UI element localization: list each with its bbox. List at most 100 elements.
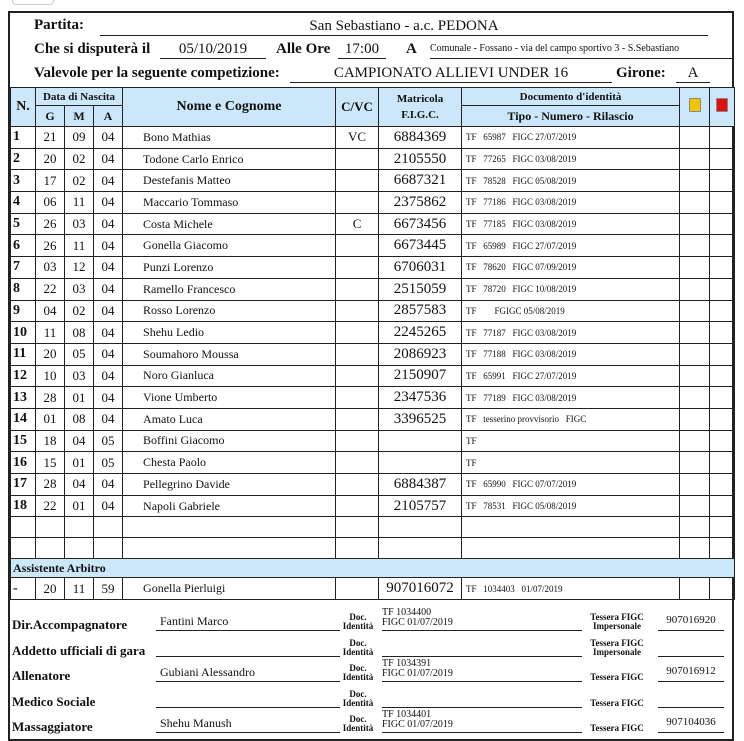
birth-day[interactable]: 11 bbox=[35, 321, 65, 344]
red-card-cell[interactable] bbox=[709, 364, 736, 388]
captain-cell[interactable] bbox=[335, 429, 380, 453]
red-card-cell[interactable] bbox=[709, 386, 736, 409]
player-name[interactable]: Soumahoro Moussa bbox=[122, 342, 337, 366]
red-card-cell[interactable] bbox=[709, 147, 736, 171]
partita-field[interactable]: San Sebastiano - a.c. PEDONA bbox=[100, 17, 708, 36]
yellow-card-cell[interactable] bbox=[679, 256, 711, 279]
matricola[interactable]: 2515059 bbox=[378, 277, 463, 301]
red-card-cell[interactable] bbox=[709, 321, 736, 344]
player-name[interactable]: Bono Mathias bbox=[122, 126, 337, 149]
player-name[interactable]: Napoli Gabriele bbox=[122, 494, 337, 518]
document[interactable]: TF 78620 FIGC 07/09/2019 bbox=[461, 256, 681, 279]
matricola[interactable]: 6884387 bbox=[378, 473, 463, 496]
birth-year[interactable]: 04 bbox=[92, 386, 124, 409]
document[interactable]: TF tesserino provvisorio FIGC bbox=[461, 407, 681, 431]
empty-cell[interactable] bbox=[378, 537, 463, 560]
captain-cell[interactable] bbox=[335, 386, 380, 409]
tessera-field[interactable] bbox=[658, 691, 724, 708]
matricola[interactable]: 2375862 bbox=[378, 191, 463, 214]
birth-month[interactable]: 01 bbox=[64, 451, 94, 474]
empty-cell[interactable] bbox=[122, 516, 337, 539]
empty-cell[interactable] bbox=[64, 516, 94, 539]
player-name[interactable]: Amato Luca bbox=[122, 407, 337, 431]
birth-year[interactable]: 05 bbox=[92, 451, 124, 474]
tessera-field[interactable] bbox=[658, 640, 724, 657]
captain-cell[interactable]: VC bbox=[335, 126, 380, 149]
document[interactable]: TF 1034403 01/07/2019 bbox=[461, 577, 681, 601]
document[interactable]: TF 77265 FIGC 03/08/2019 bbox=[461, 147, 681, 171]
matricola[interactable]: 2245265 bbox=[378, 321, 463, 344]
birth-year[interactable]: 04 bbox=[92, 191, 124, 214]
captain-cell[interactable] bbox=[335, 299, 380, 323]
matricola[interactable]: 2105550 bbox=[378, 147, 463, 171]
staff-name-field[interactable]: Shehu Manush bbox=[156, 716, 340, 733]
empty-cell[interactable] bbox=[35, 537, 65, 560]
birth-month[interactable]: 05 bbox=[64, 342, 94, 366]
birth-day[interactable]: 21 bbox=[35, 126, 65, 149]
document[interactable]: TF bbox=[461, 429, 681, 453]
yellow-card-cell[interactable] bbox=[679, 191, 711, 214]
red-card-cell[interactable] bbox=[709, 169, 736, 193]
ore-field[interactable]: 17:00 bbox=[338, 40, 386, 59]
birth-day[interactable]: 17 bbox=[35, 169, 65, 193]
birth-day[interactable]: 22 bbox=[35, 277, 65, 301]
yellow-card-cell[interactable] bbox=[679, 473, 711, 496]
birth-day[interactable]: 10 bbox=[35, 364, 65, 388]
document[interactable]: TF 78531 FIGC 05/08/2019 bbox=[461, 494, 681, 518]
yellow-card-cell[interactable] bbox=[679, 429, 711, 453]
staff-doc-field[interactable]: TF 1034400 FIGC 01/07/2019 bbox=[382, 608, 582, 631]
document[interactable]: TF 78720 FIGC 10/08/2019 bbox=[461, 277, 681, 301]
empty-cell[interactable] bbox=[335, 516, 380, 539]
yellow-card-cell[interactable] bbox=[679, 234, 711, 258]
player-name[interactable]: Destefanis Matteo bbox=[122, 169, 337, 193]
captain-cell[interactable] bbox=[335, 321, 380, 344]
birth-month[interactable]: 11 bbox=[64, 234, 94, 258]
yellow-card-cell[interactable] bbox=[679, 126, 711, 149]
matricola[interactable]: 6884369 bbox=[378, 126, 463, 149]
captain-cell[interactable] bbox=[335, 342, 380, 366]
birth-day[interactable]: 18 bbox=[35, 429, 65, 453]
matricola[interactable] bbox=[378, 451, 463, 474]
player-name[interactable]: Vione Umberto bbox=[122, 386, 337, 409]
birth-year[interactable]: 04 bbox=[92, 147, 124, 171]
staff-doc-field[interactable]: TF 1034391 FIGC 01/07/2019 bbox=[382, 659, 582, 682]
birth-year[interactable]: 04 bbox=[92, 494, 124, 518]
birth-month[interactable]: 04 bbox=[64, 429, 94, 453]
document[interactable]: TF 65991 FIGC 27/07/2019 bbox=[461, 364, 681, 388]
tessera-field[interactable]: 907016912 bbox=[658, 665, 724, 682]
captain-cell[interactable] bbox=[335, 256, 380, 279]
birth-month[interactable]: 11 bbox=[64, 577, 94, 601]
birth-day[interactable]: 15 bbox=[35, 451, 65, 474]
staff-name-field[interactable] bbox=[156, 691, 340, 708]
captain-cell[interactable] bbox=[335, 451, 380, 474]
birth-month[interactable]: 09 bbox=[64, 126, 94, 149]
player-name[interactable]: Maccario Tommaso bbox=[122, 191, 337, 214]
player-name[interactable]: Noro Gianluca bbox=[122, 364, 337, 388]
captain-cell[interactable] bbox=[335, 473, 380, 496]
birth-year[interactable]: 04 bbox=[92, 473, 124, 496]
captain-cell[interactable] bbox=[335, 191, 380, 214]
player-name[interactable]: Ramello Francesco bbox=[122, 277, 337, 301]
birth-year[interactable]: 04 bbox=[92, 169, 124, 193]
document[interactable]: TF 77189 FIGC 03/08/2019 bbox=[461, 386, 681, 409]
captain-cell[interactable] bbox=[335, 147, 380, 171]
document[interactable]: TF 65987 FIGC 27/07/2019 bbox=[461, 126, 681, 149]
matricola[interactable]: 6706031 bbox=[378, 256, 463, 279]
birth-month[interactable]: 03 bbox=[64, 277, 94, 301]
red-card-cell[interactable] bbox=[709, 429, 736, 453]
yellow-card-cell[interactable] bbox=[679, 386, 711, 409]
empty-cell[interactable] bbox=[378, 516, 463, 539]
assistente-name[interactable]: Gonella Pierluigi bbox=[122, 577, 337, 601]
birth-day[interactable]: 26 bbox=[35, 234, 65, 258]
matricola[interactable]: 2150907 bbox=[378, 364, 463, 388]
birth-day[interactable]: 03 bbox=[35, 256, 65, 279]
player-name[interactable]: Chesta Paolo bbox=[122, 451, 337, 474]
staff-doc-field[interactable]: TF 1034401 FIGC 01/07/2019 bbox=[382, 710, 582, 733]
matricola[interactable]: 2347536 bbox=[378, 386, 463, 409]
yellow-card-cell[interactable] bbox=[679, 299, 711, 323]
empty-cell[interactable] bbox=[709, 537, 736, 560]
birth-month[interactable]: 03 bbox=[64, 364, 94, 388]
birth-day[interactable]: 28 bbox=[35, 386, 65, 409]
birth-month[interactable]: 12 bbox=[64, 256, 94, 279]
birth-month[interactable]: 02 bbox=[64, 169, 94, 193]
